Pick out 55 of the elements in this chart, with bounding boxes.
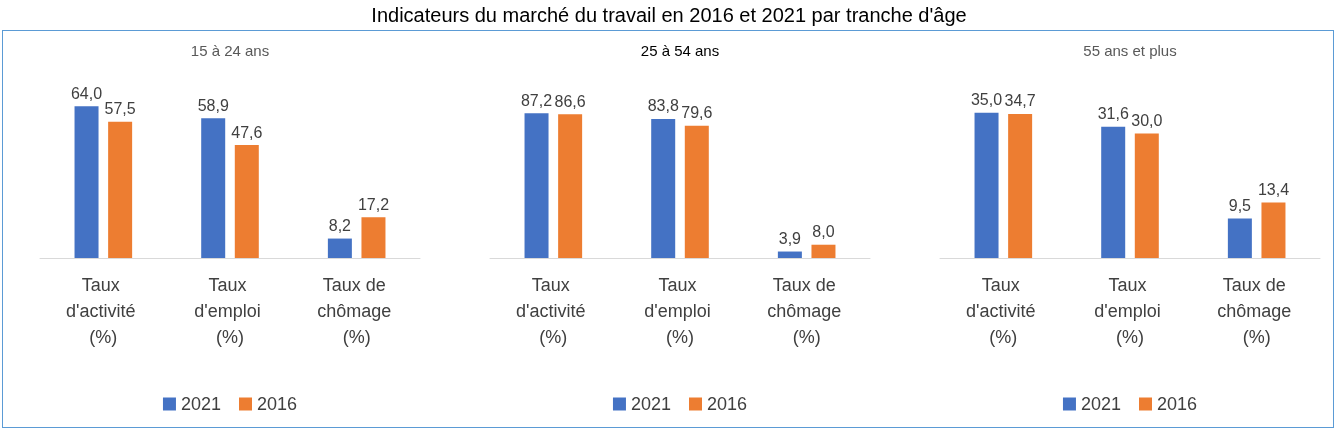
data-label: 58,9	[197, 96, 229, 114]
bar	[524, 113, 549, 258]
data-label: 31,6	[1097, 105, 1129, 123]
x-tick-label: Taux d'activité (%)	[516, 275, 591, 347]
data-label: 17,2	[357, 195, 390, 213]
data-label: 83,8	[647, 97, 679, 115]
x-tick-label: Taux de chômage (%)	[317, 275, 397, 347]
data-label: 87,2	[520, 91, 553, 109]
text: Indicateurs du marché du travail en 2016 et 2021 par tranche d'âge	[370, 3, 968, 27]
bar	[1101, 126, 1126, 258]
data-label: 3,9	[778, 230, 802, 248]
x-tick-label: Taux d'activité (%)	[66, 275, 141, 347]
bar	[651, 118, 676, 258]
x-tick-label: Taux d'emploi (%)	[1094, 275, 1166, 347]
data-label: 79,6	[681, 104, 713, 122]
data-label: 13,4	[1257, 180, 1290, 198]
bar	[1227, 218, 1252, 258]
x-tick-label: Taux d'activité (%)	[966, 275, 1041, 347]
x-tick-label: Taux de chômage (%)	[767, 275, 847, 347]
bar	[974, 112, 999, 258]
bar	[1134, 133, 1159, 258]
bar	[1261, 202, 1286, 258]
bar	[777, 251, 802, 258]
bar	[234, 145, 259, 258]
chart-subtitle: 25 à 54 ans	[640, 42, 720, 59]
legend-label: 2021	[630, 394, 671, 414]
chart-subtitle: 55 ans et plus	[1083, 42, 1177, 59]
legend-label: 2016	[1157, 394, 1198, 414]
x-tick-label: Taux d'emploi (%)	[194, 275, 266, 347]
legend-label: 2016	[707, 394, 748, 414]
bar	[327, 238, 352, 258]
data-label: 34,7	[1004, 92, 1036, 110]
legend-label: 2021	[180, 394, 221, 414]
data-label: 47,6	[231, 123, 263, 141]
data-label: 35,0	[970, 91, 1003, 109]
legend-label: 2016	[257, 394, 298, 414]
data-label: 30,0	[1131, 112, 1163, 129]
bar	[108, 121, 133, 258]
data-label: 64,0	[70, 84, 103, 102]
legend-label: 2021	[1080, 394, 1121, 414]
data-label: 8,2	[328, 217, 352, 235]
bar	[74, 106, 99, 258]
bar	[558, 114, 583, 258]
data-label: 86,6	[554, 92, 586, 110]
x-tick-label: Taux d'emploi (%)	[644, 275, 716, 347]
bar	[684, 125, 709, 258]
data-label: 8,0	[812, 223, 835, 241]
data-label: 9,5	[1228, 197, 1252, 215]
bar	[811, 244, 836, 258]
bar	[1008, 114, 1033, 258]
data-label: 57,5	[104, 100, 136, 118]
bar	[201, 118, 226, 258]
chart-subtitle: 15 à 24 ans	[190, 42, 270, 59]
bar	[361, 217, 386, 258]
x-tick-label: Taux de chômage (%)	[1217, 275, 1297, 347]
